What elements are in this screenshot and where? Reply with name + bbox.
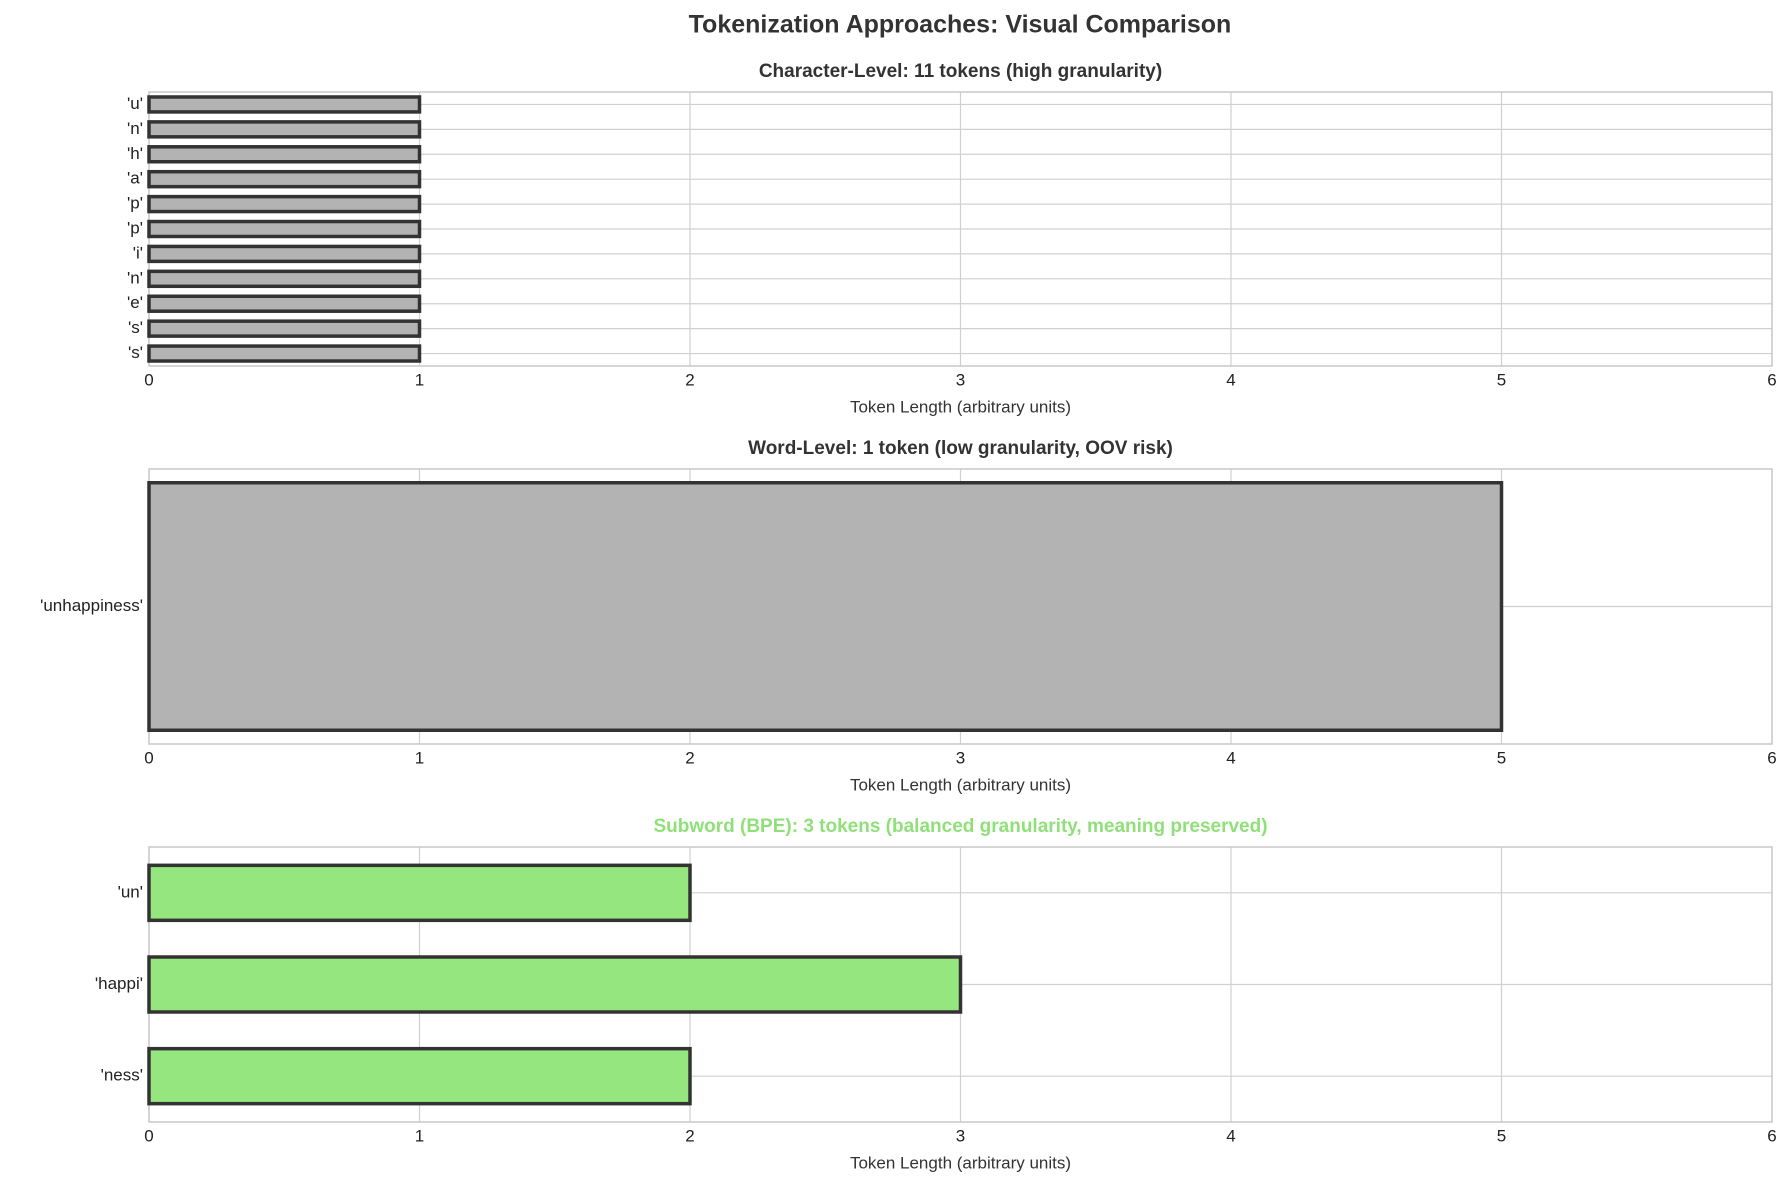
bar (147, 294, 422, 313)
x-tick-label: 1 (415, 1126, 424, 1145)
bar (147, 194, 422, 214)
y-tick-label: 'p' (127, 218, 143, 237)
y-tick-label: 'a' (127, 169, 143, 188)
subplot-title: Character-Level: 11 tokens (high granula… (759, 61, 1162, 82)
y-tick-label: 'un' (118, 882, 143, 901)
x-tick-label: 0 (144, 1126, 153, 1145)
x-tick-label: 6 (1767, 748, 1776, 767)
bar (147, 319, 422, 338)
y-tick-label: 's' (128, 343, 143, 362)
bar (147, 120, 422, 139)
x-tick-label: 0 (144, 748, 153, 767)
x-axis-label: Token Length (arbitrary units) (850, 1153, 1071, 1172)
y-tick-label: 'ness' (101, 1066, 143, 1085)
y-tick-label: 'n' (127, 268, 143, 287)
x-tick-label: 1 (415, 748, 424, 767)
bar (147, 269, 422, 289)
y-tick-label: 's' (128, 318, 143, 337)
y-tick-label: 'u' (127, 94, 143, 113)
bar (147, 1046, 692, 1106)
bar (147, 95, 422, 114)
y-tick-label: 'n' (127, 119, 143, 138)
x-tick-label: 4 (1226, 748, 1235, 767)
bar (147, 863, 692, 923)
x-axis-label: Token Length (arbitrary units) (850, 775, 1071, 794)
bar (147, 169, 422, 189)
x-tick-label: 2 (685, 370, 694, 389)
x-tick-label: 6 (1767, 1126, 1776, 1145)
x-tick-label: 4 (1226, 1126, 1235, 1145)
figure-title: Tokenization Approaches: Visual Comparis… (689, 11, 1232, 39)
x-tick-label: 5 (1497, 370, 1506, 389)
y-tick-label: 'p' (127, 194, 143, 213)
x-tick-label: 0 (144, 370, 153, 389)
bar (147, 344, 422, 363)
x-tick-label: 3 (956, 370, 965, 389)
bar (147, 219, 422, 239)
bar (147, 244, 422, 264)
x-tick-label: 4 (1226, 370, 1235, 389)
subplot-title: Word-Level: 1 token (low granularity, OO… (748, 438, 1173, 459)
y-tick-label: 'i' (133, 243, 143, 262)
y-tick-label: 'e' (127, 293, 143, 312)
x-tick-label: 5 (1497, 1126, 1506, 1145)
bar (147, 145, 422, 164)
y-tick-label: 'unhappiness' (40, 596, 143, 615)
x-tick-label: 5 (1497, 748, 1506, 767)
subplot-title: Subword (BPE): 3 tokens (balanced granul… (653, 816, 1267, 837)
x-tick-label: 6 (1767, 370, 1776, 389)
x-tick-label: 2 (685, 1126, 694, 1145)
x-tick-label: 3 (956, 1126, 965, 1145)
x-tick-label: 2 (685, 748, 694, 767)
x-tick-label: 3 (956, 748, 965, 767)
y-tick-label: 'h' (127, 144, 143, 163)
x-tick-label: 1 (415, 370, 424, 389)
y-tick-label: 'happi' (95, 974, 143, 993)
x-axis-label: Token Length (arbitrary units) (850, 397, 1071, 416)
bar (147, 481, 1504, 732)
bar (147, 955, 963, 1014)
